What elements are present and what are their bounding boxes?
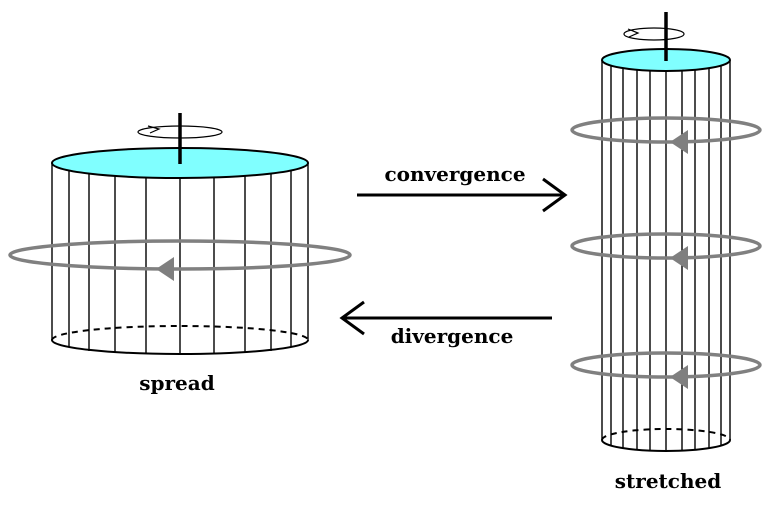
stretched-vorticity-ring-middle <box>570 232 762 260</box>
stretched-label: stretched <box>615 469 721 493</box>
spread-rotation-arrowhead <box>147 125 161 134</box>
spread-label: spread <box>139 371 214 395</box>
stretched-ring-top-arrowhead <box>670 130 688 154</box>
stretched-rotation-circle <box>623 27 685 41</box>
spread-cylinder <box>8 113 352 355</box>
convergence-label: convergence <box>384 162 525 186</box>
convergence-arrow <box>357 177 568 213</box>
stretched-vorticity-ring-top <box>570 116 762 144</box>
stretched-ring-middle-arrowhead <box>670 246 688 270</box>
spread-rotation-circle <box>137 125 223 139</box>
stretched-vertical-lines <box>601 60 731 451</box>
divergence-label: divergence <box>391 324 514 348</box>
divergence-arrow <box>339 300 552 336</box>
spread-bottom-back <box>51 325 309 341</box>
stretched-vorticity-ring-bottom <box>570 351 762 379</box>
stretched-ring-bottom-arrowhead <box>670 365 688 389</box>
spread-ring-arrowhead <box>156 257 174 281</box>
stretched-cylinder <box>570 12 762 452</box>
spread-vertical-lines <box>51 163 309 354</box>
spread-vorticity-ring <box>8 239 352 271</box>
stretched-rotation-arrowhead <box>627 28 640 38</box>
